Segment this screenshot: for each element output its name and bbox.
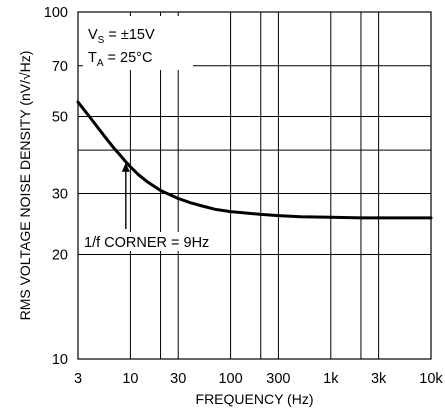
grid bbox=[77, 11, 432, 360]
y-tick-label: 30 bbox=[52, 186, 68, 202]
corner-mask bbox=[82, 232, 230, 251]
y-tick-label: 10 bbox=[52, 352, 68, 368]
x-tick-label: 30 bbox=[170, 371, 186, 387]
annotations: VS = ±15V TA = 25°C 1/f CORNER = 9Hz bbox=[82, 16, 230, 251]
supply-voltage-label: VS = ±15V bbox=[88, 27, 155, 46]
noise-curve bbox=[76, 100, 433, 220]
x-tick-label: 10 bbox=[122, 371, 138, 387]
y-tick-label: 50 bbox=[52, 109, 68, 125]
x-axis-label: FREQUENCY (Hz) bbox=[196, 391, 314, 407]
x-tick-label: 300 bbox=[266, 371, 290, 387]
conditions-mask bbox=[83, 16, 193, 70]
y-axis-label: RMS VOLTAGE NOISE DENSITY (nV/√Hz) bbox=[17, 51, 33, 321]
x-tick-label: 10k bbox=[419, 371, 443, 387]
y-tick-label: 70 bbox=[52, 59, 68, 75]
x-tick-label: 1k bbox=[323, 371, 339, 387]
y-tick-label: 20 bbox=[52, 248, 68, 264]
corner-arrow-head bbox=[121, 162, 130, 172]
corner-label: 1/f CORNER = 9Hz bbox=[84, 235, 209, 251]
x-tick-label: 100 bbox=[218, 371, 242, 387]
series-layer bbox=[76, 100, 433, 220]
x-tick-label: 3k bbox=[371, 371, 387, 387]
tick-labels: 3 10 30 100 300 1k 3k 10k 10 20 30 50 70 100 bbox=[44, 5, 444, 387]
y-tick-label: 100 bbox=[44, 5, 68, 21]
plot-frame bbox=[77, 11, 432, 360]
ambient-temp-label: TA = 25°C bbox=[88, 50, 152, 69]
x-tick-label: 3 bbox=[74, 371, 82, 387]
